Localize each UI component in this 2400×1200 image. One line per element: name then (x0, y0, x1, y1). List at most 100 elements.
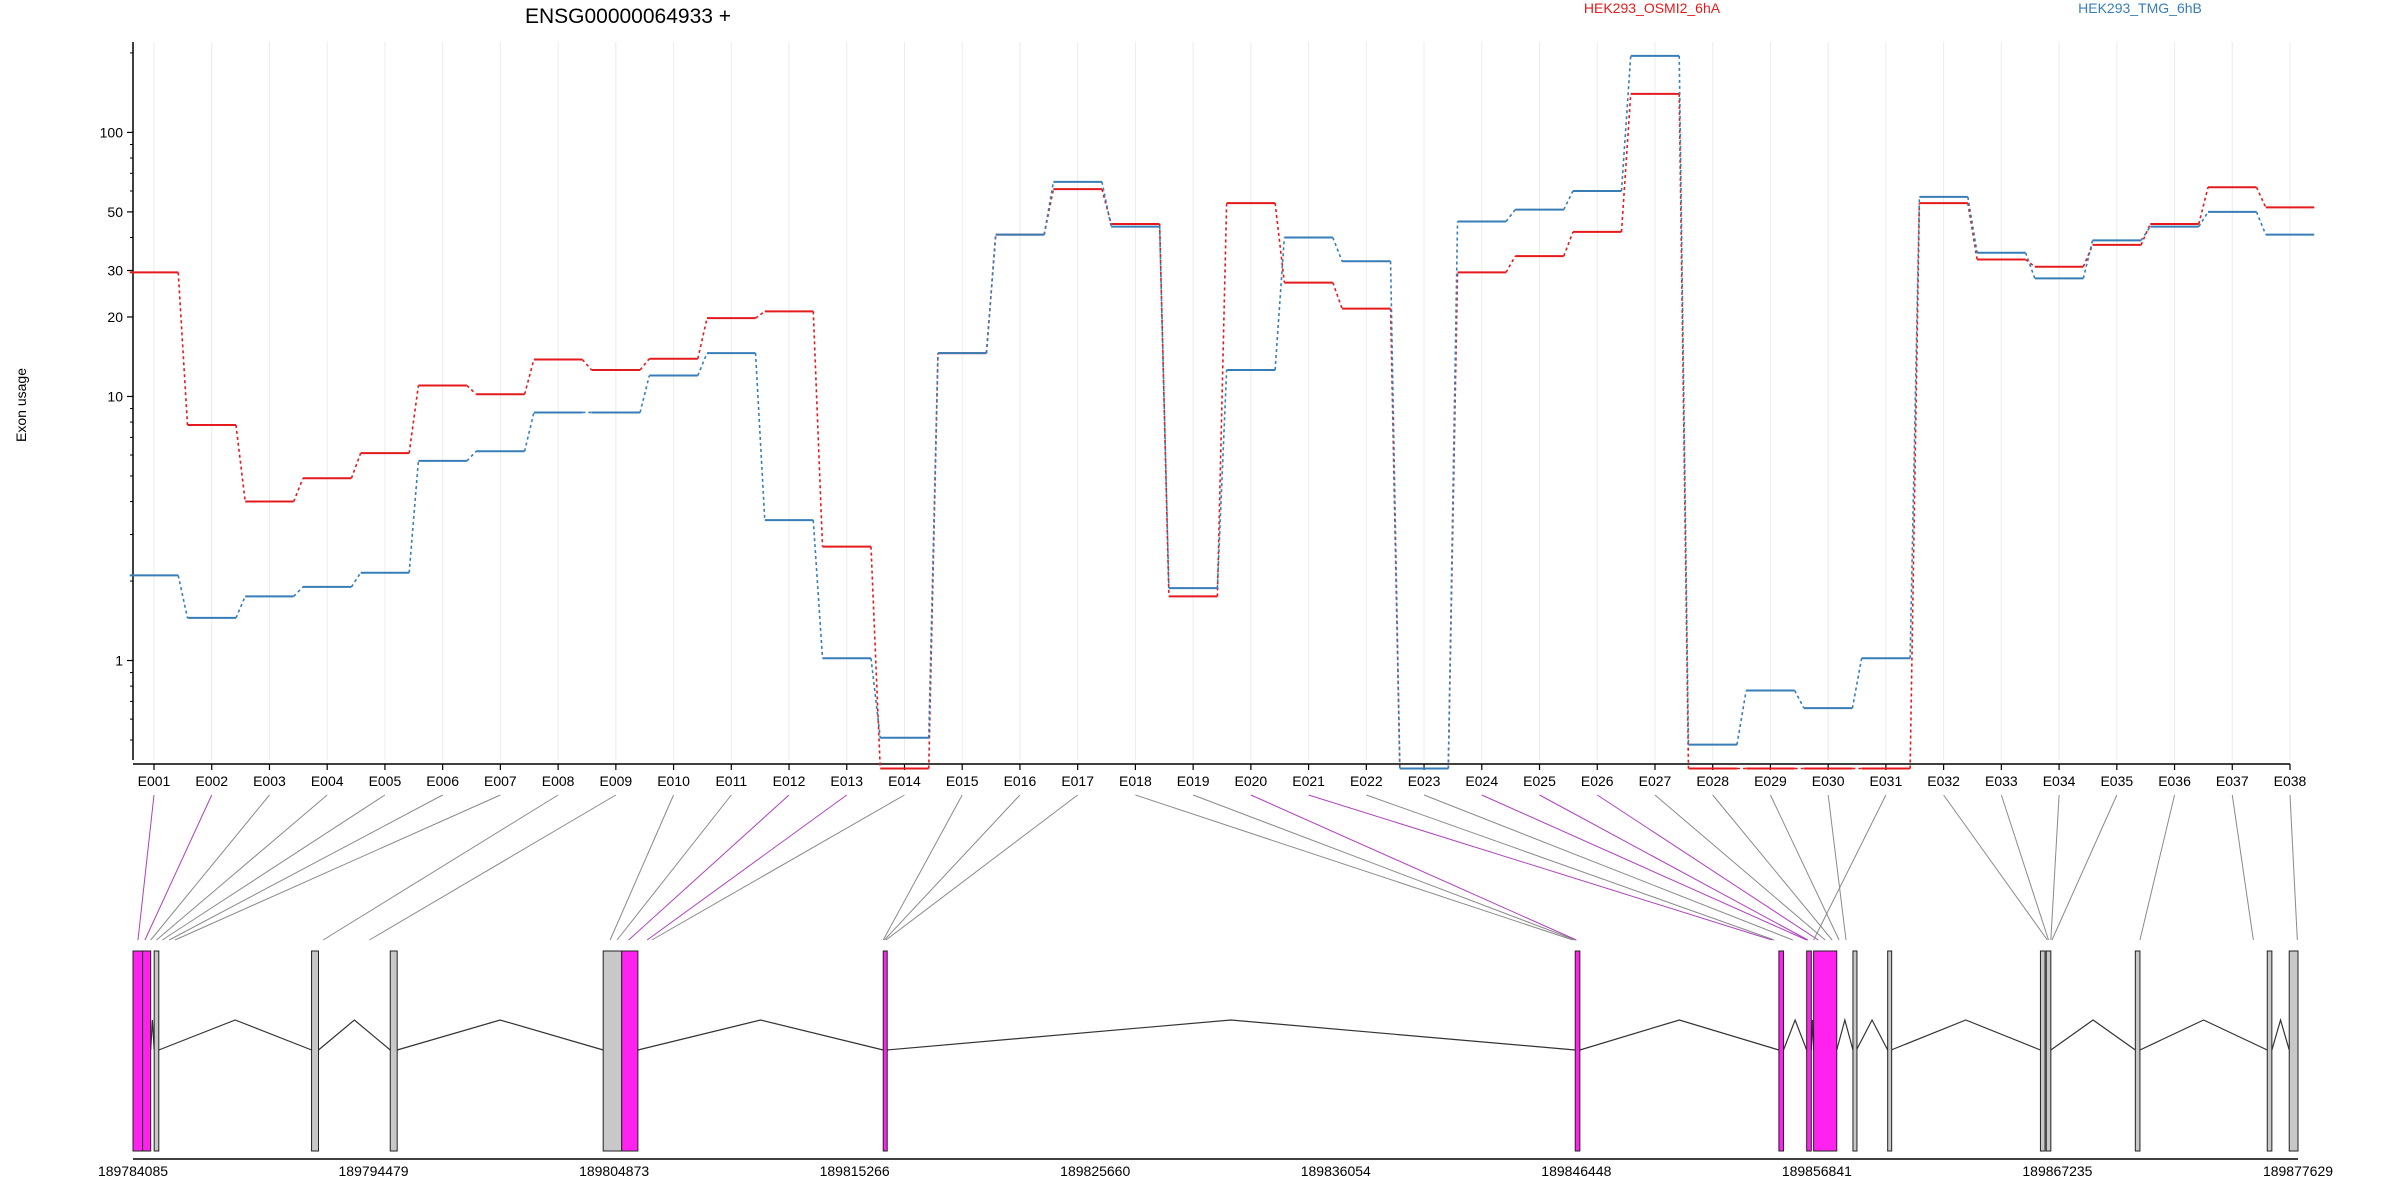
exon-box (389, 950, 398, 1152)
exon-box (2266, 950, 2273, 1152)
exon-connector (2000, 794, 2050, 941)
y-tick-label: 1 (115, 653, 123, 669)
intron (158, 1019, 312, 1051)
y-tick-label: 50 (107, 204, 123, 220)
legend-series-2: HEK293_TMG_6hB (2078, 0, 2202, 16)
series-transition (235, 596, 246, 619)
x-tick-label: E008 (542, 773, 575, 789)
series-transition (639, 358, 650, 371)
series-transition (2024, 252, 2036, 279)
intron (1579, 1019, 1780, 1051)
series-transition (755, 310, 766, 319)
y-tick-label: 10 (107, 388, 123, 404)
coordinate-tick-label: 189836054 (1301, 1163, 1371, 1179)
exon-connector (162, 794, 386, 941)
series-transition (1967, 196, 1978, 253)
series-transition (1274, 237, 1286, 371)
x-tick-label: E038 (2274, 773, 2307, 789)
x-tick-label: E016 (1004, 773, 1037, 789)
x-tick-label: E012 (773, 773, 806, 789)
series-transition (1563, 231, 1574, 257)
series-transition (292, 477, 304, 502)
x-tick-label: E033 (1985, 773, 2018, 789)
series-lines (129, 54, 2315, 770)
exon-box (1813, 950, 1838, 1152)
exon-connector (609, 794, 675, 941)
exon-box (2134, 950, 2141, 1152)
exon-box (1806, 950, 1812, 1152)
series-transition (2198, 211, 2209, 227)
series-transition (523, 359, 535, 395)
series-transition (1505, 209, 1516, 222)
exon-box (602, 950, 623, 1152)
y-ticks: 1 10 20 30 50 100 (100, 52, 133, 741)
series-transition (697, 352, 708, 376)
x-tick-label: E018 (1119, 773, 1152, 789)
series-transition (1620, 55, 1632, 192)
x-tick-label: E030 (1812, 773, 1845, 789)
exon-connector (168, 794, 443, 941)
exon-connector (1366, 794, 1775, 941)
exon-connector (2050, 794, 2060, 941)
x-tick-label: E036 (2158, 773, 2191, 789)
y-tick-label: 20 (107, 309, 123, 325)
series-transition (1332, 237, 1343, 262)
series-transition (870, 658, 882, 738)
gene-model (132, 950, 2299, 1152)
series-transition (1851, 658, 1863, 709)
exon-connector (1481, 794, 1807, 941)
exon-box (153, 950, 160, 1152)
series-transition (927, 353, 939, 738)
series-transition (1563, 190, 1574, 210)
chart-title: ENSG00000064933 + (525, 5, 731, 28)
exon-box (1887, 950, 1893, 1152)
exon-connector (144, 794, 213, 941)
series-transition (1389, 261, 1401, 769)
intron (397, 1019, 604, 1051)
coordinate-tick-label: 189846448 (1541, 1163, 1611, 1179)
coordinate-tick-label: 189877629 (2263, 1163, 2333, 1179)
exon-connector (882, 794, 963, 941)
series-transition (1909, 203, 1921, 769)
series-transition (1909, 196, 1921, 659)
exon-connector (150, 794, 270, 941)
series-transition (350, 452, 362, 479)
x-tick-label: E021 (1292, 773, 1325, 789)
x-tick-label: E034 (2043, 773, 2076, 789)
series-transition (2140, 226, 2151, 241)
series-transition (1967, 202, 1978, 260)
series-transition (1043, 181, 1055, 235)
coordinate-tick-label: 189794479 (339, 1163, 409, 1179)
x-tick-label: E023 (1408, 773, 1441, 789)
series-transition (177, 272, 189, 426)
x-tick-label: E009 (599, 773, 632, 789)
x-tick-label: E015 (946, 773, 979, 789)
series-transition (985, 234, 997, 354)
series-transition (1793, 690, 1805, 709)
series-transition (581, 359, 593, 371)
series-transition (1736, 690, 1747, 745)
exon-connector (369, 794, 617, 941)
exon-box (1574, 950, 1581, 1152)
series-transition (1158, 226, 1170, 589)
series-transition (870, 546, 882, 769)
x-tick-label: E024 (1465, 773, 1498, 789)
series-transition (1216, 369, 1228, 589)
series-1 (129, 92, 2315, 770)
x-tick-label: E037 (2216, 773, 2249, 789)
series-transition (1447, 221, 1459, 769)
y-axis-label: Exon usage (13, 368, 29, 442)
x-tick-label: E020 (1235, 773, 1268, 789)
exon-connector (1250, 794, 1577, 941)
x-tick-label: E026 (1581, 773, 1614, 789)
x-tick-label: E010 (657, 773, 690, 789)
series-transition (697, 317, 708, 359)
exon-box (142, 950, 152, 1152)
series-transition (1101, 181, 1112, 227)
exon-box (1778, 950, 1785, 1152)
x-ticks: E001 E002 E003 E004 E005 E006 E007 E008 E009 E010… (138, 764, 2307, 789)
x-tick-label: E028 (1696, 773, 1729, 789)
exon-connector (2231, 794, 2254, 941)
exon-connector (2289, 794, 2298, 941)
